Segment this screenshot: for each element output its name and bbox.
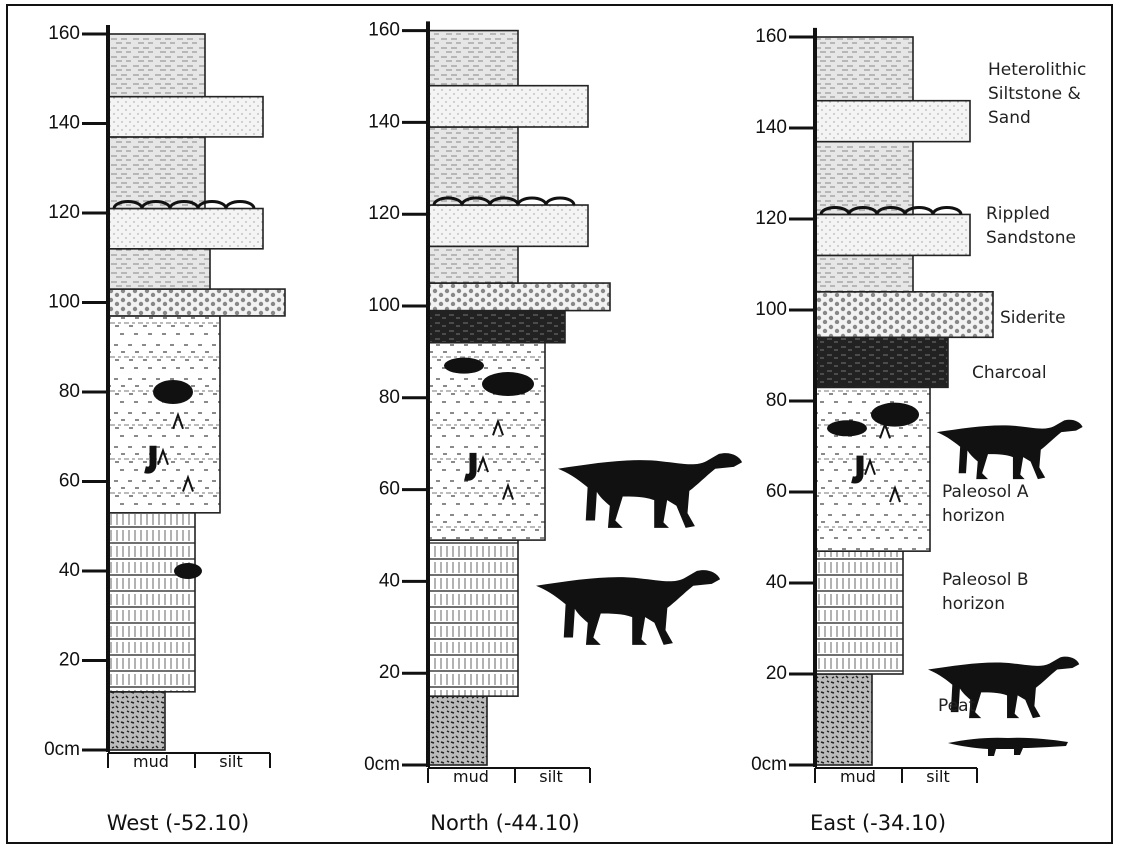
layer-label: Paleosol A horizon [942, 480, 1062, 528]
grain-label: silt [219, 752, 243, 771]
layer-charcoal [428, 311, 565, 343]
tick-label: 60 [766, 481, 787, 502]
layer-silt [108, 137, 205, 209]
tick-label: 160 [368, 20, 400, 41]
crocodile [948, 738, 1068, 756]
tick-label: 40 [766, 572, 787, 593]
tick-label: 160 [48, 23, 80, 44]
nodule [174, 563, 202, 579]
layer-label: Paleosol B horizon [942, 568, 1062, 616]
tick-label: 0cm [751, 754, 787, 775]
layer-silt [815, 142, 913, 215]
layer-sand [428, 205, 588, 246]
grain-label: silt [926, 767, 950, 786]
layer-silt [108, 249, 210, 289]
layer-sand [815, 214, 970, 255]
page: 160 140 120 100 80 60 40 20 0cm mud silt West (-52.… [0, 0, 1123, 852]
nodule [444, 358, 484, 374]
layer-paleoB [108, 513, 195, 692]
dinosaur [558, 453, 742, 528]
layer-sand [815, 101, 970, 142]
tick-label: 40 [59, 560, 80, 581]
layer-sand [428, 86, 588, 127]
tick-label: 120 [368, 203, 400, 224]
tick-label: 100 [368, 295, 400, 316]
tick-label: 0cm [44, 739, 80, 760]
layer-paleoA [108, 316, 220, 513]
ripple [518, 198, 546, 205]
tick-label: 140 [368, 111, 400, 132]
layer-peat [815, 674, 872, 765]
tick-label: 160 [755, 26, 787, 47]
tick-label: 20 [766, 663, 787, 684]
layer-peat [428, 696, 487, 765]
layer-label: Peat [938, 694, 998, 718]
dinosaur [536, 570, 720, 645]
layer-peat [108, 692, 165, 750]
tick-label: 100 [48, 292, 80, 313]
tick-label: 0cm [364, 754, 400, 775]
tick-label: 80 [379, 387, 400, 408]
tick-label: 100 [755, 299, 787, 320]
tick-label: 60 [379, 479, 400, 500]
layer-silt [428, 127, 518, 205]
layer-sand [108, 97, 263, 137]
column-title: West (-52.10) [107, 811, 249, 835]
layer-paleoA [428, 343, 545, 540]
layer-siderite [428, 283, 610, 311]
layer-silt [428, 246, 518, 283]
layer-label: Charcoal [972, 361, 1082, 385]
layer-silt [815, 37, 913, 101]
ripple [226, 202, 254, 209]
nodule [827, 420, 867, 436]
grain-label: mud [840, 767, 876, 786]
layer-silt [108, 34, 205, 97]
grain-label: mud [133, 752, 169, 771]
tick-label: 80 [59, 381, 80, 402]
tick-label: 40 [379, 570, 400, 591]
layer-silt [428, 31, 518, 86]
tick-label: 20 [59, 650, 80, 671]
nodule [871, 403, 919, 427]
column-title: East (-34.10) [810, 811, 946, 835]
layer-label: Rippled Sandstone [986, 202, 1096, 250]
diagram: 160 140 120 100 80 60 40 20 0cm mud silt West (-52.… [0, 0, 1123, 852]
tick-label: 140 [755, 117, 787, 138]
layer-siderite [815, 292, 993, 338]
layer-silt [815, 255, 913, 291]
tick-label: 140 [48, 113, 80, 134]
layer-label: Siderite [1000, 306, 1090, 330]
layer-siderite [108, 289, 285, 316]
dinosaur [937, 420, 1083, 479]
tick-label: 60 [59, 471, 80, 492]
ripple [933, 207, 961, 214]
layer-paleoB [428, 540, 518, 696]
tick-label: 80 [766, 390, 787, 411]
tick-label: 120 [48, 202, 80, 223]
column-title: North (-44.10) [430, 811, 580, 835]
layer-charcoal [815, 337, 948, 387]
grain-label: mud [453, 767, 489, 786]
ripple [546, 198, 574, 205]
nodule [482, 372, 534, 396]
layer-label: Heterolithic Siltstone & Sand [988, 58, 1098, 130]
tick-label: 20 [379, 662, 400, 683]
grain-label: silt [539, 767, 563, 786]
nodule [153, 380, 193, 404]
layer-paleoB [815, 551, 903, 674]
layer-sand [108, 209, 263, 249]
tick-label: 120 [755, 208, 787, 229]
